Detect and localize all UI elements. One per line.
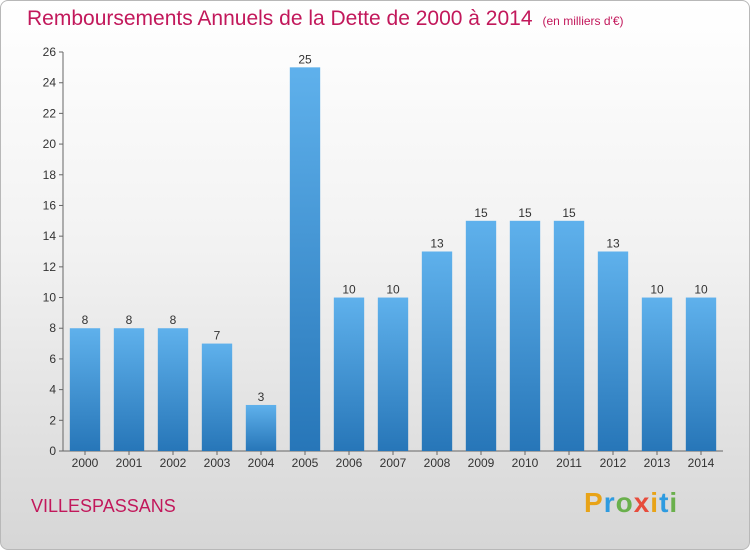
bar-2001 — [113, 328, 145, 451]
y-tick-label: 6 — [49, 352, 56, 366]
logo-letter: r — [603, 487, 616, 518]
y-tick-label: 20 — [43, 137, 57, 151]
labels: 8 2000 8 2001 8 2002 7 2003 3 2004 25 2005 10 2006 10 2… — [72, 52, 715, 470]
value-label-2013: 10 — [650, 283, 664, 297]
bar-2004 — [245, 404, 277, 451]
value-label-2002: 8 — [170, 313, 177, 327]
x-tick-label-2003: 2003 — [204, 456, 231, 470]
value-label-2006: 10 — [342, 283, 356, 297]
y-tick-label: 10 — [43, 291, 57, 305]
value-label-2011: 15 — [562, 206, 576, 220]
x-tick-label-2012: 2012 — [600, 456, 627, 470]
x-tick-label-2008: 2008 — [424, 456, 451, 470]
bars — [69, 67, 717, 451]
x-tick-label-2007: 2007 — [380, 456, 407, 470]
bar-2008 — [421, 251, 453, 451]
bar-2003 — [201, 343, 233, 451]
value-label-2008: 13 — [430, 237, 444, 251]
x-tick-label-2000: 2000 — [72, 456, 99, 470]
y-tick-label: 8 — [49, 321, 56, 335]
value-label-2005: 25 — [298, 52, 312, 66]
x-tick-label-2014: 2014 — [688, 456, 715, 470]
value-label-2001: 8 — [126, 313, 133, 327]
bar-2011 — [553, 220, 585, 451]
logo-letter: x — [633, 487, 651, 518]
value-label-2007: 10 — [386, 283, 400, 297]
y-tick-label: 24 — [43, 76, 57, 90]
logo-letter: i — [669, 487, 679, 518]
bar-2002 — [157, 328, 189, 451]
x-tick-label-2009: 2009 — [468, 456, 495, 470]
value-label-2010: 15 — [518, 206, 532, 220]
value-label-2004: 3 — [258, 390, 265, 404]
y-tick-label: 4 — [49, 383, 56, 397]
logo-letter: t — [659, 487, 670, 518]
logo-letter: i — [650, 487, 660, 518]
value-label-2009: 15 — [474, 206, 488, 220]
y-tick-label: 0 — [49, 444, 56, 458]
commune-name: VILLESPASSANS — [31, 496, 176, 516]
logo-letter: P — [584, 487, 604, 518]
bar-2014 — [685, 297, 717, 451]
x-tick-label-2005: 2005 — [292, 456, 319, 470]
y-tick-label: 16 — [43, 198, 57, 212]
bar-2000 — [69, 328, 101, 451]
x-tick-label-2010: 2010 — [512, 456, 539, 470]
bar-2013 — [641, 297, 673, 451]
x-tick-label-2002: 2002 — [160, 456, 187, 470]
chart-title-text: Remboursements Annuels de la Dette de 20… — [27, 7, 533, 30]
x-tick-label-2006: 2006 — [336, 456, 363, 470]
bar-2012 — [597, 251, 629, 451]
bar-2007 — [377, 297, 409, 451]
value-label-2003: 7 — [214, 329, 221, 343]
y-tick-label: 2 — [49, 413, 56, 427]
bar-2010 — [509, 220, 541, 451]
y-tick-label: 22 — [43, 106, 57, 120]
value-label-2012: 13 — [606, 237, 620, 251]
y-tick-label: 26 — [43, 45, 57, 59]
x-tick-label-2004: 2004 — [248, 456, 275, 470]
logo-letter: o — [615, 487, 634, 518]
y-tick-label: 18 — [43, 168, 57, 182]
chart-title: Remboursements Annuels de la Dette de 20… — [27, 7, 624, 31]
bar-2005 — [289, 67, 321, 451]
y-tick-label: 12 — [43, 260, 57, 274]
value-label-2000: 8 — [82, 313, 89, 327]
chart-subtitle: (en milliers d'€) — [542, 14, 624, 28]
proxiti-logo: Proxiti — [584, 487, 678, 519]
x-tick-label-2011: 2011 — [556, 456, 582, 470]
bar-2006 — [333, 297, 365, 451]
value-label-2014: 10 — [694, 283, 708, 297]
x-tick-label-2013: 2013 — [644, 456, 671, 470]
bar-2009 — [465, 220, 497, 451]
y-tick-label: 14 — [43, 229, 57, 243]
x-tick-label-2001: 2001 — [116, 456, 143, 470]
